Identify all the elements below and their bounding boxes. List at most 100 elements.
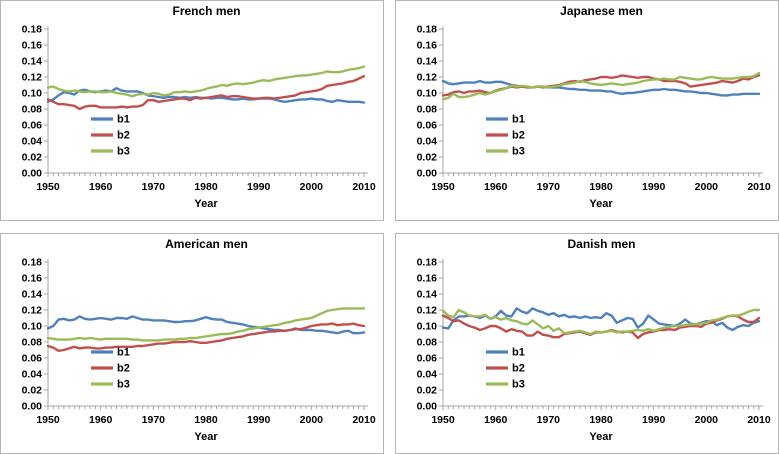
x-tick-label: 2010 (352, 414, 376, 426)
series-line-b3 (46, 65, 366, 98)
x-tick-label: 1950 (36, 181, 60, 193)
x-axis-title: Year (589, 431, 613, 443)
x-tick-label: 1950 (431, 414, 455, 426)
x-tick-label: 2000 (695, 181, 719, 193)
y-tick-label: 0.10 (417, 88, 438, 100)
series-line-b3 (441, 308, 761, 336)
x-tick-label: 1990 (247, 414, 271, 426)
x-tick-label: 2010 (747, 414, 771, 426)
y-tick-label: 0.12 (22, 305, 43, 317)
series-line-b2 (46, 74, 366, 111)
y-tick-label: 0.00 (22, 168, 43, 180)
legend-label-b1: b1 (512, 347, 525, 359)
y-tick-label: 0.18 (417, 24, 438, 36)
legend-item-b1: b1 (486, 347, 525, 359)
y-tick-label: 0.14 (417, 289, 438, 301)
legend-label-b3: b3 (512, 146, 525, 158)
x-tick-label: 1960 (89, 414, 113, 426)
legend: b1 b2 b3 (91, 114, 130, 158)
chart-title: Danish men (567, 237, 636, 251)
y-tick-label: 0.14 (22, 56, 43, 68)
series-line-b2 (46, 322, 366, 353)
legend: b1 b2 b3 (486, 347, 525, 391)
y-tick-label: 0.16 (22, 273, 43, 285)
chart-panel-danish-men: Danish men 0.00 0.02 0.04 0.06 0.08 0.10 0.12 0… (395, 233, 779, 454)
chart-title: American men (165, 237, 248, 251)
y-tick-label: 0.10 (417, 321, 438, 333)
x-tick-label: 1990 (247, 181, 271, 193)
legend-item-b3: b3 (91, 379, 130, 391)
series-line-b1 (441, 79, 761, 97)
x-tick-label: 1980 (589, 414, 613, 426)
x-tick-label: 1960 (484, 181, 508, 193)
x-tick-label: 2000 (300, 414, 324, 426)
series-line-b3 (46, 307, 366, 342)
y-tick-label: 0.08 (417, 104, 438, 116)
x-tick-label: 1950 (36, 414, 60, 426)
y-tick-label: 0.02 (417, 385, 438, 397)
y-tick-label: 0.06 (22, 353, 43, 365)
legend-item-b2: b2 (486, 130, 525, 142)
axis-labels: 0.00 0.02 0.04 0.06 0.08 0.10 0.12 0.14 0.16 0.18… (417, 257, 771, 444)
y-tick-label: 0.02 (22, 152, 43, 164)
chart-title: Japanese men (560, 4, 643, 18)
y-tick-label: 0.08 (22, 104, 43, 116)
y-tick-label: 0.00 (417, 401, 438, 413)
axis-labels: 0.00 0.02 0.04 0.06 0.08 0.10 0.12 0.14 0.16 0.18… (22, 24, 376, 211)
y-tick-label: 0.04 (417, 136, 438, 148)
legend-item-b3: b3 (486, 146, 525, 158)
x-tick-label: 2010 (352, 181, 376, 193)
y-tick-label: 0.16 (417, 273, 438, 285)
x-tick-label: 1980 (194, 414, 218, 426)
y-tick-label: 0.12 (417, 305, 438, 317)
chart-panel-japanese-men: Japanese men 0.00 0.02 0.04 0.06 0.08 0.10 0.1… (395, 0, 779, 221)
chart-canvas: 0.00 0.02 0.04 0.06 0.08 0.10 0.12 0.14 0.16 0.18… (417, 24, 771, 211)
axis-labels: 0.00 0.02 0.04 0.06 0.08 0.10 0.12 0.14 0.16 0.18… (417, 24, 771, 211)
legend-label-b3: b3 (512, 379, 525, 391)
axis-labels: 0.00 0.02 0.04 0.06 0.08 0.10 0.12 0.14 0.16 0.18… (22, 257, 376, 444)
legend-label-b1: b1 (512, 114, 525, 126)
legend-label-b1: b1 (117, 114, 130, 126)
legend-label-b1: b1 (117, 347, 130, 359)
legend-item-b2: b2 (91, 130, 130, 142)
chart-panel-french-men: French men 0.00 0.02 0.04 0.06 0.08 0.10 0.12 0… (0, 0, 384, 221)
y-tick-label: 0.12 (417, 72, 438, 84)
y-tick-label: 0.16 (22, 40, 43, 52)
chart-canvas: 0.00 0.02 0.04 0.06 0.08 0.10 0.12 0.14 0.16 0.18… (417, 257, 771, 444)
x-tick-label: 1960 (484, 414, 508, 426)
legend-label-b3: b3 (117, 379, 130, 391)
legend: b1 b2 b3 (91, 347, 130, 391)
y-tick-label: 0.00 (417, 168, 438, 180)
legend-item-b2: b2 (486, 363, 525, 375)
axes (439, 259, 763, 410)
legend-item-b1: b1 (91, 114, 130, 126)
x-tick-label: 1970 (537, 181, 561, 193)
chart-panel-american-men: American men 0.00 0.02 0.04 0.06 0.08 0.10 0.1… (0, 233, 384, 454)
y-tick-label: 0.14 (417, 56, 438, 68)
y-tick-label: 0.06 (22, 120, 43, 132)
x-tick-label: 2000 (300, 181, 324, 193)
x-tick-label: 2010 (747, 181, 771, 193)
y-tick-label: 0.08 (22, 337, 43, 349)
y-tick-label: 0.02 (22, 385, 43, 397)
x-axis-title: Year (589, 198, 613, 210)
y-tick-label: 0.10 (22, 321, 43, 333)
x-tick-label: 1980 (194, 181, 218, 193)
axes (439, 26, 763, 177)
legend-label-b2: b2 (512, 363, 525, 375)
chart-canvas: 0.00 0.02 0.04 0.06 0.08 0.10 0.12 0.14 0.16 0.18… (22, 24, 376, 211)
x-tick-label: 1990 (642, 181, 666, 193)
x-tick-label: 1990 (642, 414, 666, 426)
x-tick-label: 1970 (537, 414, 561, 426)
legend-item-b1: b1 (91, 347, 130, 359)
legend-label-b3: b3 (117, 146, 130, 158)
y-tick-label: 0.18 (22, 257, 43, 269)
y-tick-label: 0.18 (417, 257, 438, 269)
y-tick-label: 0.10 (22, 88, 43, 100)
x-tick-label: 1970 (142, 414, 166, 426)
legend-item-b3: b3 (486, 379, 525, 391)
legend-item-b3: b3 (91, 146, 130, 158)
axes (44, 26, 368, 177)
x-tick-label: 1960 (89, 181, 113, 193)
